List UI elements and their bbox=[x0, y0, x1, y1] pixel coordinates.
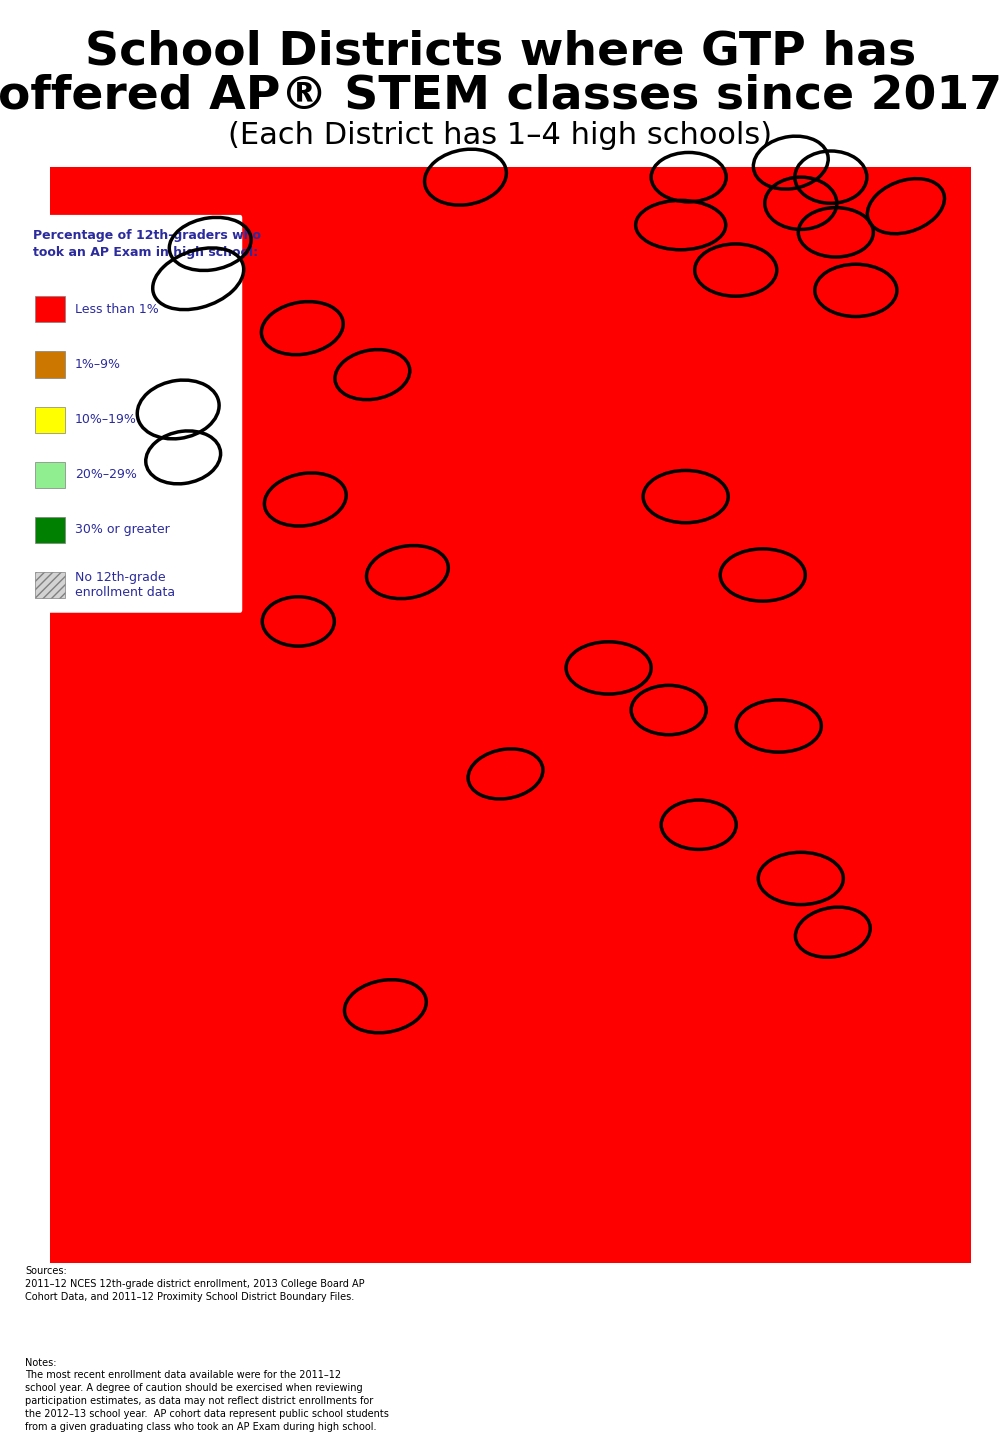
Bar bbox=[35, 462, 65, 488]
Text: 20%–29%: 20%–29% bbox=[75, 469, 137, 481]
Text: Notes:
The most recent enrollment data available were for the 2011–12
school yea: Notes: The most recent enrollment data a… bbox=[25, 1358, 389, 1432]
Text: Percentage of 12th-graders who
took an AP Exam in high school:: Percentage of 12th-graders who took an A… bbox=[33, 229, 261, 260]
Bar bbox=[35, 407, 65, 433]
Bar bbox=[35, 517, 65, 543]
Bar bbox=[35, 351, 65, 378]
Text: Less than 1%: Less than 1% bbox=[75, 303, 159, 315]
Bar bbox=[50, 167, 971, 1263]
Text: School Districts where GTP has: School Districts where GTP has bbox=[85, 30, 916, 74]
Text: Sources:
2011–12 NCES 12th-grade district enrollment, 2013 College Board AP
Coho: Sources: 2011–12 NCES 12th-grade distric… bbox=[25, 1266, 364, 1302]
Text: 10%–19%: 10%–19% bbox=[75, 414, 137, 425]
Text: 1%–9%: 1%–9% bbox=[75, 359, 121, 370]
Text: (Each District has 1–4 high schools): (Each District has 1–4 high schools) bbox=[228, 121, 773, 150]
Bar bbox=[35, 296, 65, 322]
Bar bbox=[35, 572, 65, 598]
Text: 30% or greater: 30% or greater bbox=[75, 524, 170, 536]
FancyBboxPatch shape bbox=[23, 215, 242, 613]
Text: offered AP® STEM classes since 2017: offered AP® STEM classes since 2017 bbox=[0, 74, 1001, 118]
Text: No 12th-grade
enrollment data: No 12th-grade enrollment data bbox=[75, 571, 175, 600]
